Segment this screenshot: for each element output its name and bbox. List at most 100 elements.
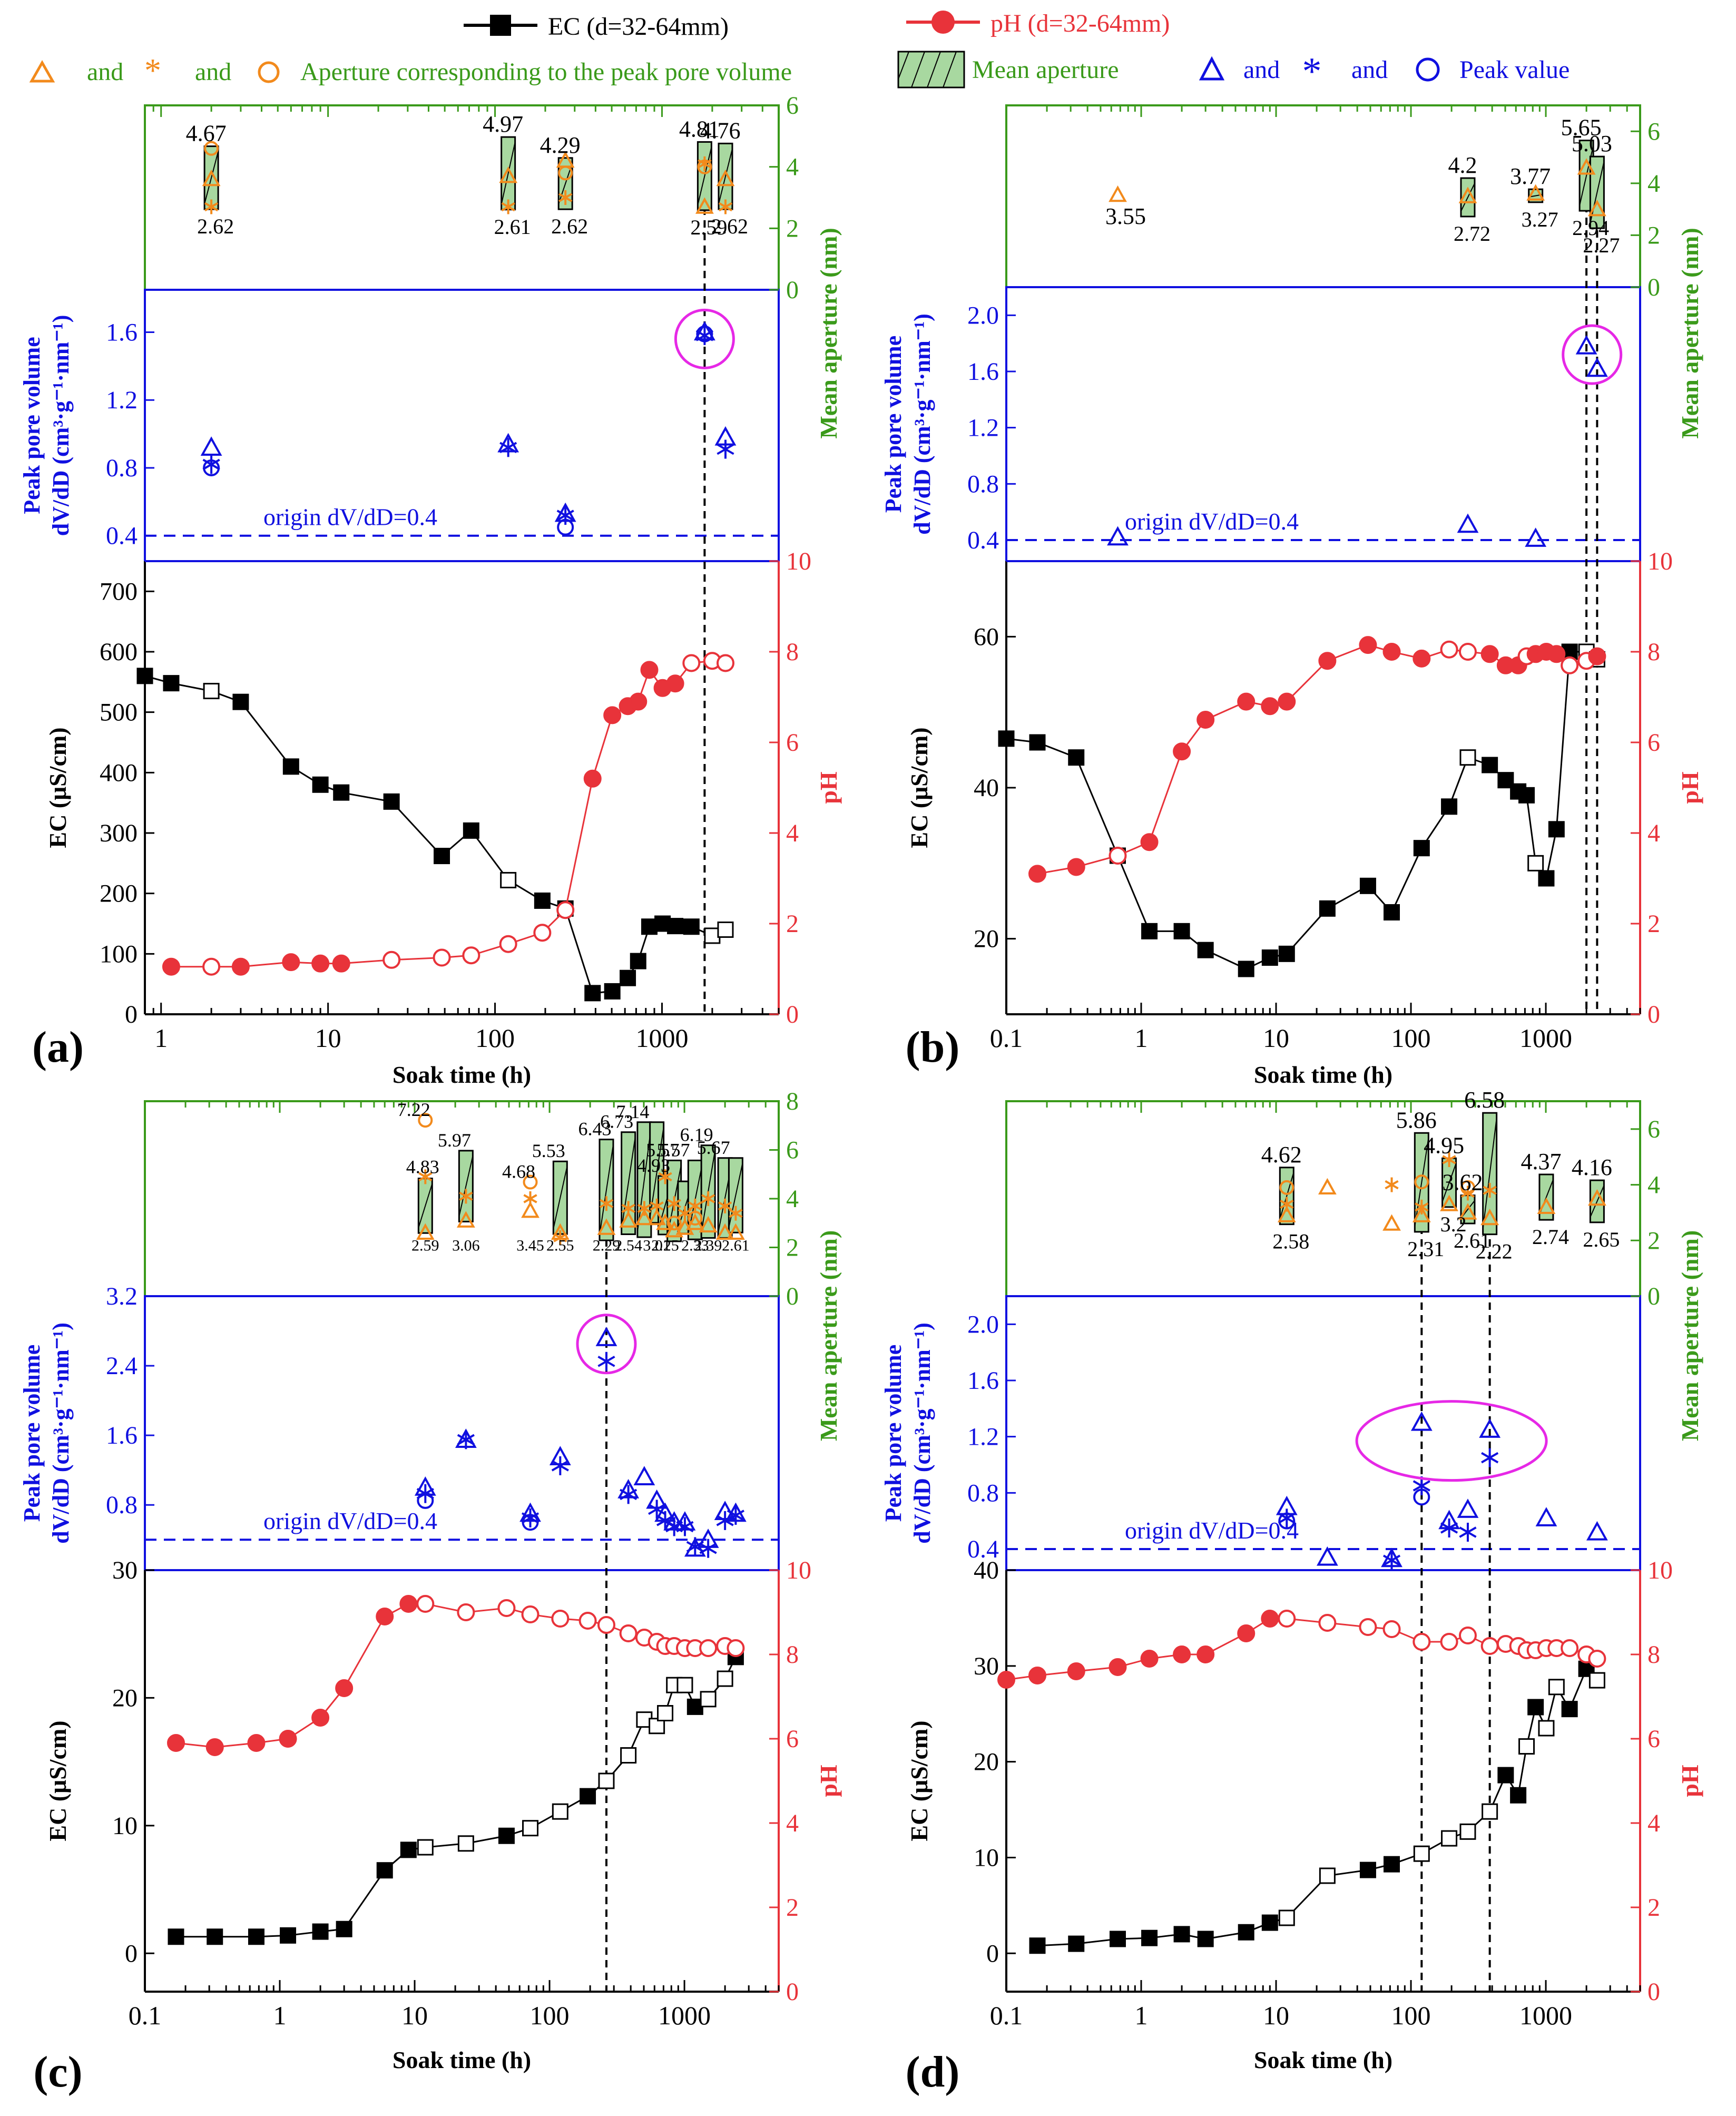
pore-star: [1382, 1551, 1401, 1570]
ec-point: [1482, 1803, 1498, 1820]
ec-tick-label: 20: [974, 1748, 999, 1776]
star-stroke: [457, 1434, 475, 1446]
aperture-triangle: [1440, 1194, 1458, 1211]
pore-star: [620, 1485, 637, 1504]
x-tick-label: 0.1: [990, 1023, 1023, 1053]
ec-point: [522, 1820, 539, 1837]
aperture-triangle: [1318, 1178, 1337, 1195]
aperture-star: [204, 199, 219, 214]
ap-tick-label: 0: [1647, 273, 1660, 301]
legend-blue-star-icon: *: [1302, 50, 1322, 93]
highlight-ellipse: [1355, 1400, 1548, 1482]
ec-point: [657, 1705, 674, 1722]
ph-point: [1278, 1610, 1296, 1628]
aperture-top-label: 6.58: [1464, 1087, 1505, 1113]
ph-tick-label: 8: [1647, 638, 1660, 666]
ph-point: [1547, 645, 1566, 663]
ec-point: [604, 983, 621, 1000]
star-stroke: [699, 1542, 717, 1554]
ph-point: [1480, 1637, 1499, 1655]
ec-point: [1384, 1856, 1400, 1873]
ec-point: [1413, 1845, 1430, 1862]
ec-point: [457, 1835, 474, 1852]
aperture-top-label: 5.57: [646, 1139, 679, 1160]
x-axis-title: Soak time (h): [393, 1061, 531, 1088]
aperture-bottom-label: 2.61: [722, 1237, 750, 1255]
aperture-triangle: [695, 197, 714, 214]
ec-point: [383, 793, 400, 810]
ph-point: [1278, 692, 1296, 711]
ph-point: [716, 654, 734, 672]
pv-tick-label: 2.4: [106, 1352, 138, 1380]
pv-tick-label: 2.0: [967, 301, 999, 329]
ph-point: [1440, 1633, 1458, 1651]
aperture-circle: [666, 1216, 682, 1231]
ec-axis-title: EC (μS/cm): [906, 1720, 933, 1841]
ph-point: [533, 924, 552, 942]
ec-point: [683, 918, 700, 935]
ec-axis-title: EC (μS/cm): [44, 1720, 71, 1841]
pv-tick-label: 0.8: [967, 1479, 999, 1507]
star-stroke: [202, 458, 220, 471]
ph-point: [399, 1595, 418, 1613]
ec-point: [1518, 787, 1535, 804]
ec-point: [580, 1788, 596, 1805]
ec-point: [1278, 1909, 1295, 1926]
ap-tick-label: 6: [786, 92, 799, 120]
ph-point: [1196, 711, 1215, 729]
star-stroke: [1483, 1186, 1497, 1195]
x-tick-label: 10: [1263, 1023, 1289, 1053]
ec-point: [1141, 1929, 1158, 1946]
pore-triangle: [1525, 527, 1547, 547]
ec-point: [207, 1928, 223, 1945]
ec-point: [700, 1691, 717, 1708]
highlight-ellipse: [576, 1314, 637, 1375]
x-tick-label: 1: [154, 1023, 168, 1053]
ec-tick-label: 0: [986, 1939, 999, 1967]
x-tick-label: 1: [1135, 1023, 1148, 1053]
ap-tick-label: 4: [1647, 1171, 1660, 1199]
ph-point: [521, 1605, 540, 1623]
ec-tick-label: 10: [112, 1812, 138, 1840]
ec-point: [500, 871, 517, 888]
pv-tick-label: 1.6: [967, 1367, 999, 1395]
aperture-top-label: 6.43: [578, 1119, 611, 1140]
aperture-star: [701, 1191, 715, 1206]
ph-point: [457, 1603, 475, 1621]
star-stroke: [521, 1512, 540, 1524]
star-stroke: [204, 202, 219, 212]
ph-point: [666, 674, 684, 693]
ec-point: [620, 1747, 637, 1764]
aperture-top-label: 4.2: [1448, 152, 1477, 178]
ec-point: [1141, 923, 1158, 939]
ap-tick-label: 2: [1647, 221, 1660, 249]
ph-point: [282, 953, 300, 972]
ec-tick-label: 400: [100, 759, 138, 787]
aperture-bottom-label: 3.2: [1440, 1212, 1467, 1236]
ph-line: [1037, 644, 1597, 875]
star-stroke: [717, 443, 734, 455]
legend-ec-text: EC (d=32-64mm): [548, 13, 729, 41]
ph-point: [162, 957, 180, 976]
aperture-triangle: [1458, 1203, 1477, 1220]
legend-peak-value-text: Peak value: [1459, 56, 1570, 84]
star-stroke: [637, 1203, 651, 1213]
aperture-triangle: [1458, 187, 1477, 203]
ph-tick-label: 8: [786, 638, 799, 666]
aperture-star: [729, 1206, 743, 1221]
aperture-top-label: 5.65: [1561, 115, 1602, 141]
aperture-star: [1385, 1177, 1399, 1192]
ph-point: [619, 1624, 637, 1642]
aperture-top-label: 7.14: [616, 1101, 649, 1122]
star-stroke: [620, 1488, 637, 1501]
aperture-top-label: 7.22: [397, 1099, 430, 1120]
ec-point: [1173, 923, 1190, 939]
ph-point: [727, 1639, 745, 1657]
aperture-triangle: [715, 1223, 734, 1240]
ph-point: [682, 654, 701, 672]
ph-point: [1588, 647, 1606, 665]
aperture-bottom-label: 2.59: [690, 215, 727, 239]
ph-tick-label: 6: [1647, 729, 1660, 757]
